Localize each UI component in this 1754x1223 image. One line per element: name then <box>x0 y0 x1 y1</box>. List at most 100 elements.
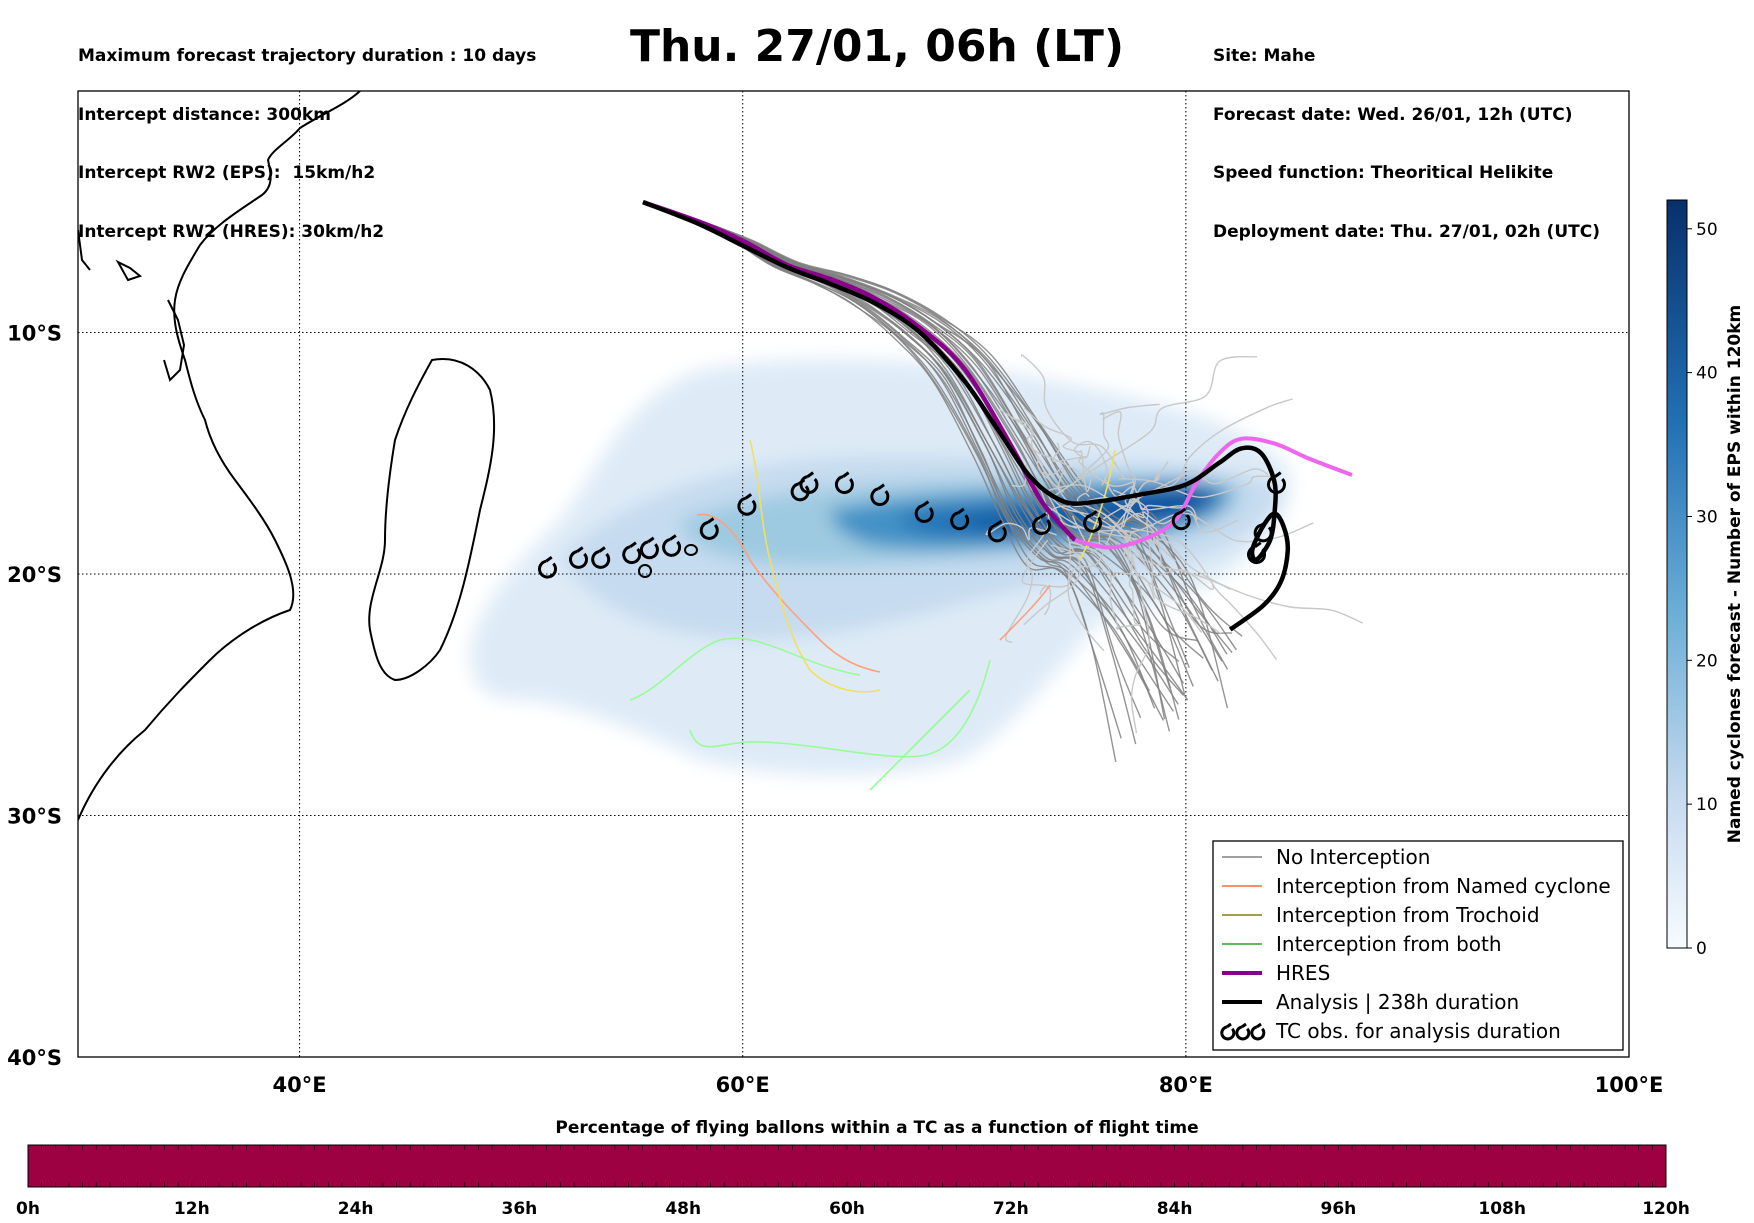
colorbar-tick-label: 30 <box>1696 507 1718 527</box>
header-left-line: Intercept RW2 (HRES): 30km/h2 <box>78 221 385 242</box>
legend: No Interception Interception from Named … <box>1212 840 1624 1051</box>
tc-symbol <box>591 546 611 569</box>
eps-track-light <box>1049 514 1139 540</box>
header-right: Site: Mahe Forecast date: Wed. 26/01, 12… <box>1213 8 1600 262</box>
eps-track-light <box>1102 411 1136 508</box>
hres-track-tail <box>1074 436 1353 550</box>
header-right-line: Speed function: Theoritical Helikite <box>1213 163 1554 183</box>
time-tick-label: 12h <box>174 1199 210 1219</box>
time-tick-label: 84h <box>1157 1199 1193 1219</box>
eps-track-light <box>1102 468 1269 520</box>
eps-track-light <box>1020 354 1126 481</box>
tc-symbol <box>569 546 588 569</box>
tc-symbol <box>950 507 970 531</box>
header-right-line: Forecast date: Wed. 26/01, 12h (UTC) <box>1213 104 1573 125</box>
eps-track-light <box>1071 515 1141 630</box>
tc-symbol <box>870 483 890 507</box>
track-both <box>869 689 971 791</box>
track-trochoid <box>749 439 881 693</box>
eps-track-light <box>1131 527 1278 661</box>
eps-track-light <box>1125 535 1150 734</box>
eps-track-light <box>1048 484 1198 521</box>
tc-symbol <box>1250 1022 1266 1041</box>
tc-observations <box>538 471 1286 579</box>
track-both <box>629 637 861 701</box>
y-tick-label: 10°S <box>7 322 62 346</box>
colorbar-label: Named cyclones forecast - Number of EPS … <box>1725 305 1745 844</box>
light-tracks <box>985 354 1363 734</box>
legend-label-tc-obs: TC obs. for analysis duration <box>1275 1019 1561 1043</box>
main-title: Thu. 27/01, 06h (LT) <box>629 21 1125 72</box>
legend-box <box>1212 840 1624 1051</box>
tc-symbol <box>1032 512 1052 536</box>
eps-track-light <box>985 522 1057 541</box>
map-area <box>78 91 1629 1057</box>
y-tick-label: 40°S <box>7 1046 62 1070</box>
coastline <box>78 91 698 821</box>
eps-track-light <box>1023 525 1101 626</box>
legend-label-hres: HRES <box>1276 961 1330 985</box>
time-bar-fill <box>27 1144 1667 1188</box>
x-tick-label: 60°E <box>716 1073 770 1097</box>
colorbar-tick-label: 0 <box>1696 939 1707 959</box>
density-colorbar: 0 10 20 30 40 50 Named cyclones forecast - Nu… <box>1666 199 1745 959</box>
eps-track-light <box>1051 356 1258 499</box>
track-named-cyclone <box>696 513 881 673</box>
eps-track-light <box>1085 512 1314 543</box>
eps-track-light <box>1108 536 1363 624</box>
colorbar-ticks: 0 10 20 30 40 50 <box>1687 220 1718 959</box>
legend-label-named-cyclone: Interception from Named cyclone <box>1276 874 1611 898</box>
header-left-line: Intercept RW2 (EPS): 15km/h2 <box>78 163 376 183</box>
tc-symbol <box>987 519 1007 543</box>
x-tick-label: 40°E <box>273 1073 327 1097</box>
tc-symbol <box>1220 1022 1236 1041</box>
colorbar-tick-label: 40 <box>1696 364 1718 384</box>
eps-track-light <box>1011 463 1039 491</box>
eps-track-light <box>1046 492 1105 652</box>
time-bar-minor-ticks <box>41 1145 1653 1187</box>
time-bar-title: Percentage of flying ballons within a TC… <box>555 1118 1199 1138</box>
tc-symbol <box>737 493 757 516</box>
header-left: Maximum forecast trajectory duration : 1… <box>78 8 536 262</box>
header-left-line: Intercept distance: 300km <box>78 104 331 125</box>
density-field <box>470 359 1291 775</box>
eps-track-light <box>1040 482 1203 633</box>
legend-swatch-tc-obs <box>1220 1022 1266 1041</box>
x-tick-label: 80°E <box>1159 1073 1213 1097</box>
y-tick-label: 30°S <box>7 805 62 829</box>
time-bar: 0h 12h 24h 36h 48h 60h 72h 84h 96h 108h 120h <box>16 1144 1690 1219</box>
analysis-track <box>642 200 1291 632</box>
time-tick-label: 48h <box>665 1199 701 1219</box>
eps-track-light <box>1052 442 1134 487</box>
colorbar-tick-label: 50 <box>1696 220 1718 240</box>
legend-label-both: Interception from both <box>1276 932 1502 956</box>
tc-symbol <box>834 471 854 495</box>
legend-label-analysis: Analysis | 238h duration <box>1276 990 1519 1014</box>
tc-symbol <box>1171 507 1191 531</box>
header-right-line: Site: Mahe <box>1213 46 1316 66</box>
time-tick-label: 24h <box>338 1199 374 1219</box>
header-left-line: Maximum forecast trajectory duration : 1… <box>78 46 537 66</box>
tc-symbol <box>1253 519 1273 543</box>
colorbar-gradient <box>1666 199 1688 949</box>
tc-symbol <box>699 517 719 540</box>
colorbar-tick-label: 20 <box>1696 651 1718 671</box>
legend-label-trochoid: Interception from Trochoid <box>1276 903 1540 927</box>
eps-track-light <box>1076 492 1177 562</box>
eps-track-light <box>1010 416 1092 493</box>
time-bar-tick-labels: 0h 12h 24h 36h 48h 60h 72h 84h 96h 108h 120h <box>16 1199 1690 1219</box>
tc-symbol <box>914 500 934 523</box>
eps-track-light <box>1114 501 1238 534</box>
x-tick-label: 100°E <box>1595 1073 1664 1097</box>
grid <box>78 91 1629 1057</box>
track-both <box>689 659 991 758</box>
tc-symbol <box>662 534 682 557</box>
map-frame <box>77 90 1630 1058</box>
tc-symbol <box>1247 541 1266 565</box>
track-named-cyclone <box>999 584 1051 641</box>
eps-track-light <box>1076 403 1160 479</box>
axis-tick-labels: 40°E 60°E 80°E 100°E 10°S 20°S 30°S 40°S <box>7 322 1663 1098</box>
colorbar-tick-label: 10 <box>1696 795 1718 815</box>
y-tick-label: 20°S <box>7 563 62 587</box>
